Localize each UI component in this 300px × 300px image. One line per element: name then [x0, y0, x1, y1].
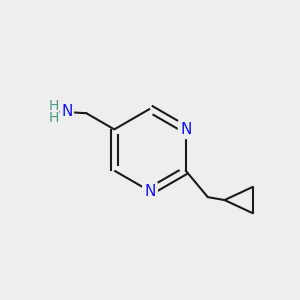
- Text: N: N: [180, 122, 191, 137]
- Text: N: N: [144, 184, 156, 199]
- Text: H: H: [48, 111, 59, 125]
- Text: N: N: [61, 104, 73, 119]
- Text: H: H: [48, 99, 59, 113]
